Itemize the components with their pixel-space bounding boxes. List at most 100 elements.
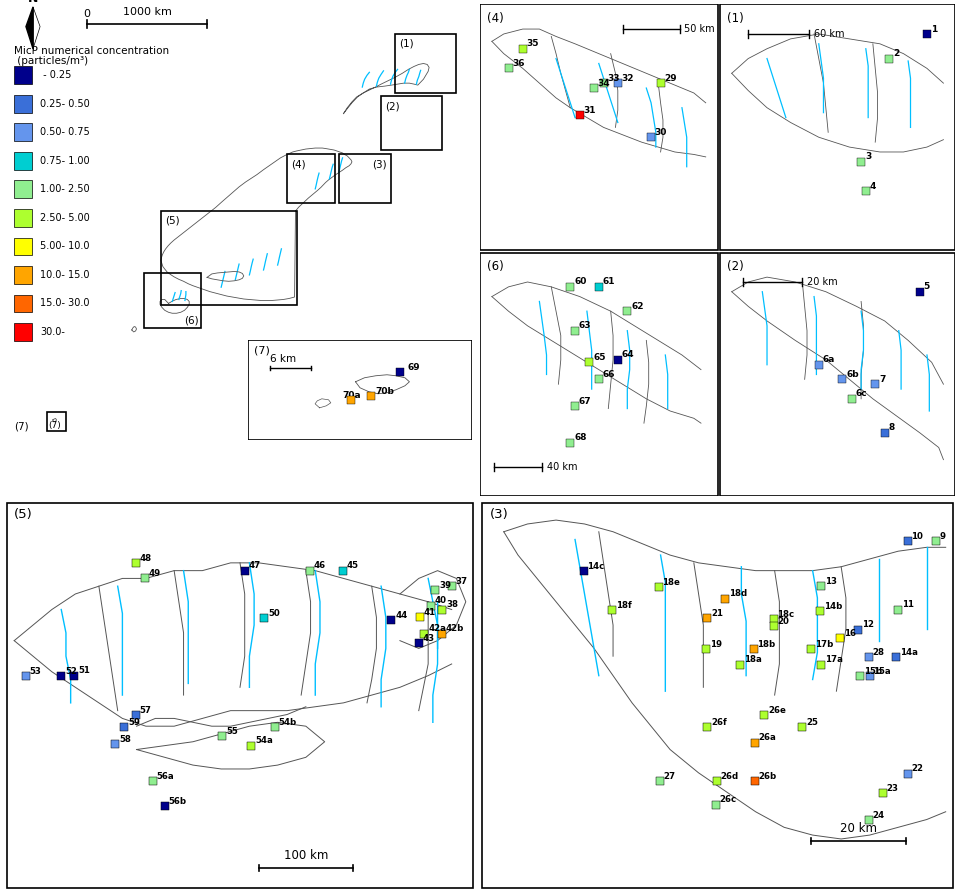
Bar (339, 155, 391, 203)
Text: 63: 63 (579, 321, 591, 330)
Text: 26e: 26e (768, 706, 786, 715)
Text: 42a: 42a (428, 624, 446, 633)
Text: (particles/m³): (particles/m³) (14, 56, 88, 66)
Text: 19: 19 (710, 640, 722, 649)
Text: 2.50- 5.00: 2.50- 5.00 (40, 213, 90, 223)
Bar (480, 4, 718, 250)
Text: 26f: 26f (711, 718, 727, 727)
Text: 23: 23 (887, 784, 899, 793)
Text: N: N (28, 0, 38, 5)
Text: 7: 7 (879, 375, 885, 384)
Text: 37: 37 (455, 577, 468, 586)
Text: - 0.25: - 0.25 (40, 71, 71, 80)
Bar (14, 123, 32, 141)
Text: (7): (7) (254, 346, 271, 356)
Bar (14, 238, 32, 256)
Text: 39: 39 (439, 581, 451, 590)
Text: (3): (3) (490, 509, 508, 521)
Text: 30: 30 (655, 128, 667, 137)
Text: 34: 34 (598, 79, 611, 88)
Text: 56a: 56a (156, 772, 174, 781)
Bar (14, 66, 32, 84)
Text: 14c: 14c (588, 562, 605, 571)
Text: 70a: 70a (342, 391, 361, 400)
Text: 38: 38 (446, 600, 458, 609)
Text: (7): (7) (48, 421, 60, 430)
Text: 14a: 14a (900, 647, 918, 656)
Bar (161, 211, 298, 306)
Text: 58: 58 (119, 735, 131, 744)
Text: 0.75- 1.00: 0.75- 1.00 (40, 156, 89, 165)
Text: 43: 43 (422, 634, 435, 643)
Bar (14, 152, 32, 170)
Text: 20 km: 20 km (840, 822, 876, 835)
Text: (1): (1) (399, 38, 414, 49)
Text: 14b: 14b (824, 603, 842, 611)
Text: 3: 3 (865, 152, 871, 161)
Text: 30.0-: 30.0- (40, 327, 65, 337)
Text: 69: 69 (407, 363, 420, 372)
Text: 20: 20 (778, 617, 789, 626)
Text: 55: 55 (226, 727, 238, 736)
Text: 1000 km: 1000 km (123, 7, 172, 17)
Text: 5: 5 (924, 283, 930, 291)
Bar (14, 323, 32, 341)
Text: 57: 57 (139, 706, 152, 715)
Polygon shape (26, 7, 33, 48)
Text: 33: 33 (608, 73, 620, 82)
Text: 26d: 26d (720, 772, 738, 781)
Text: 51: 51 (78, 666, 90, 675)
Text: 48: 48 (139, 553, 152, 562)
Text: 18d: 18d (729, 589, 747, 598)
Text: 26b: 26b (758, 772, 777, 781)
Text: 6a: 6a (823, 355, 835, 364)
Text: 4: 4 (870, 181, 876, 190)
Text: 6c: 6c (855, 390, 867, 399)
Text: 24: 24 (873, 811, 885, 820)
Text: 0.25- 0.50: 0.25- 0.50 (40, 99, 90, 109)
Text: 45: 45 (347, 561, 358, 570)
Bar (381, 97, 443, 149)
Bar (396, 34, 456, 93)
Text: 100 km: 100 km (283, 849, 328, 863)
Text: 18a: 18a (744, 655, 762, 664)
Text: 8: 8 (888, 424, 895, 433)
Text: 6b: 6b (846, 370, 858, 379)
Text: 17a: 17a (825, 655, 843, 664)
Text: 21: 21 (711, 609, 723, 618)
Text: (7): (7) (14, 422, 29, 432)
Text: 59: 59 (128, 718, 140, 727)
Text: 18b: 18b (757, 640, 776, 649)
Text: 35: 35 (527, 39, 540, 48)
Text: 29: 29 (664, 73, 677, 82)
Text: 60: 60 (574, 277, 587, 286)
Text: 25: 25 (806, 718, 818, 727)
Text: 66: 66 (603, 370, 615, 379)
Text: 2: 2 (893, 49, 900, 58)
Text: 20 km: 20 km (807, 277, 838, 287)
Bar (720, 253, 955, 496)
Text: (4): (4) (291, 159, 305, 169)
Text: (5): (5) (165, 215, 180, 226)
Text: 15.0- 30.0: 15.0- 30.0 (40, 299, 89, 308)
Text: 16: 16 (844, 629, 856, 638)
Text: 44: 44 (396, 611, 407, 620)
Bar (14, 266, 32, 283)
Text: 11: 11 (902, 600, 914, 609)
Text: (5): (5) (14, 509, 33, 521)
Text: 15b: 15b (864, 667, 882, 676)
Text: (3): (3) (372, 159, 387, 169)
Text: 68: 68 (574, 434, 587, 443)
Bar (287, 155, 335, 203)
Text: 17b: 17b (814, 640, 833, 649)
Text: (4): (4) (487, 12, 504, 25)
Text: (2): (2) (727, 260, 744, 274)
Text: 10: 10 (911, 532, 924, 541)
Text: 64: 64 (622, 350, 635, 359)
Text: 70b: 70b (375, 387, 395, 396)
Text: 49: 49 (149, 569, 161, 578)
Text: 46: 46 (313, 561, 325, 570)
Text: 10.0- 15.0: 10.0- 15.0 (40, 270, 89, 280)
Text: 56b: 56b (169, 797, 186, 805)
Text: (2): (2) (385, 101, 399, 112)
